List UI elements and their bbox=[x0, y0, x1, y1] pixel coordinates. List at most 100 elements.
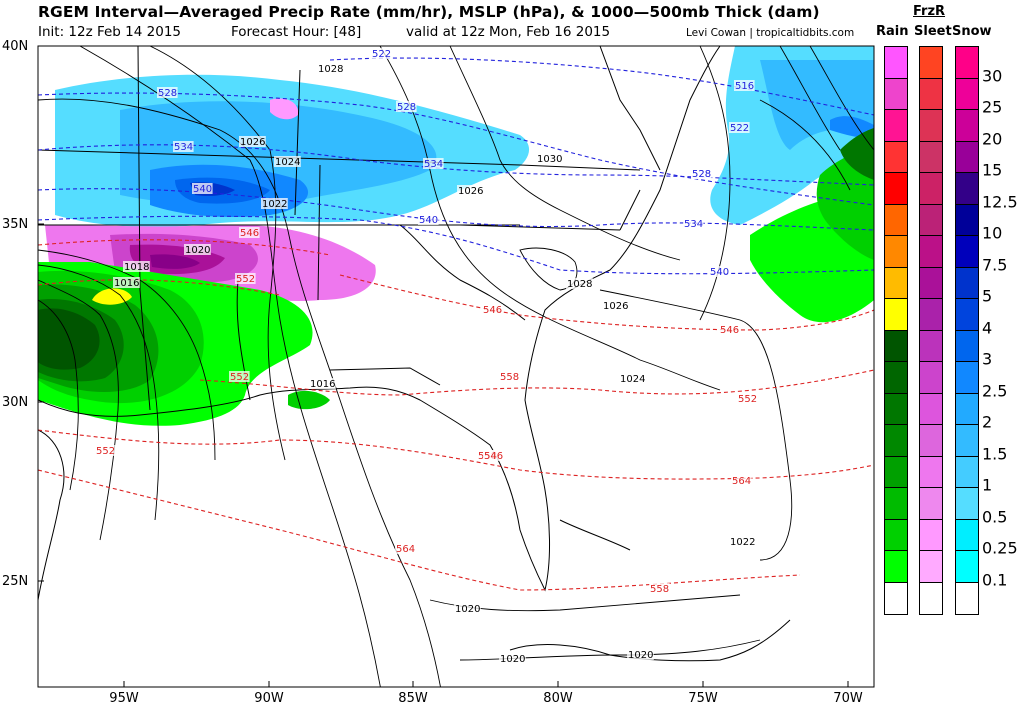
rain-swatch bbox=[885, 110, 907, 142]
isobar-label: 1024 bbox=[620, 374, 645, 385]
sleet-swatch bbox=[920, 456, 942, 488]
thickness-cold-label-bg bbox=[709, 266, 730, 277]
legend-tick: 20 bbox=[982, 129, 1003, 148]
legend-tick: 1 bbox=[982, 475, 993, 495]
lon-label-95w: 95W bbox=[109, 691, 139, 706]
snow-swatch bbox=[956, 204, 978, 236]
thickness-warm-label-bg bbox=[482, 304, 503, 315]
sleet-swatch bbox=[920, 551, 942, 583]
thickness-warm-label-bg bbox=[235, 273, 256, 284]
isobar-label-bg bbox=[309, 378, 336, 389]
thickness-cold-label: 522 bbox=[730, 123, 749, 134]
thickness-warm-label: 552 bbox=[738, 394, 757, 405]
thickness-cold-label: 540 bbox=[419, 215, 438, 226]
lon-label-75w: 75W bbox=[688, 691, 718, 706]
sleet-swatch bbox=[920, 78, 942, 110]
legend-tick: 30 bbox=[982, 66, 1003, 85]
isobar-label: 1018 bbox=[124, 262, 149, 273]
sleet-swatch bbox=[920, 299, 942, 331]
isobar-label: 1024 bbox=[275, 157, 300, 168]
legend-tick: 2.5 bbox=[982, 381, 1008, 400]
axis-ticks bbox=[38, 45, 849, 687]
legend-tick: 25 bbox=[982, 97, 1003, 117]
isobar-label-bg bbox=[113, 277, 140, 288]
legend-tick: 2 bbox=[982, 412, 993, 432]
isobar-label-bg bbox=[261, 198, 288, 209]
isobars bbox=[38, 46, 874, 687]
rain-swatch bbox=[885, 330, 907, 362]
isobar-label-bg bbox=[566, 278, 593, 289]
sleet-swatch bbox=[920, 267, 942, 299]
snow-swatch bbox=[956, 299, 978, 331]
rain-swatch bbox=[885, 582, 907, 614]
isobar-label: 1022 bbox=[730, 537, 755, 548]
map-title: RGEM Interval—Averaged Precip Rate (mm/h… bbox=[38, 3, 820, 21]
thickness-cold-label: 540 bbox=[710, 267, 729, 278]
isobar-label: 1030 bbox=[537, 154, 562, 165]
thickness-cold-label-bg bbox=[173, 141, 194, 152]
snow-swatch bbox=[956, 488, 978, 520]
sleet-swatch bbox=[920, 519, 942, 551]
snow-swatch bbox=[956, 236, 978, 268]
sleet-swatch bbox=[920, 582, 942, 614]
thickness-warm-label-bg bbox=[649, 583, 670, 594]
lat-label-25n: 25N bbox=[2, 574, 29, 589]
snow-swatch bbox=[956, 551, 978, 583]
lon-label-90w: 90W bbox=[254, 691, 284, 706]
thickness-cold-label-bg bbox=[396, 101, 417, 112]
isobar-label-bg bbox=[457, 185, 484, 196]
legend-tick: 3 bbox=[982, 349, 993, 369]
thickness-cold-label-bg bbox=[157, 87, 178, 98]
rain-swatch bbox=[885, 551, 907, 583]
thickness-cold-label-bg bbox=[423, 158, 444, 169]
forecast-hour: Forecast Hour: [48] bbox=[231, 24, 362, 40]
thickness-warm-label: 552 bbox=[230, 372, 249, 383]
isobar-label: 1026 bbox=[603, 301, 628, 312]
thickness-warm-label: 552 bbox=[96, 446, 115, 457]
sleet-swatch bbox=[920, 204, 942, 236]
valid-time: valid at 12z Mon, Feb 16 2015 bbox=[406, 24, 611, 40]
snow-swatch bbox=[956, 110, 978, 142]
contour-labels: 1028 1026 1024 1022 1020 1018 1016 1030 1026 1028… bbox=[95, 48, 758, 665]
sleet-swatch bbox=[920, 362, 942, 394]
isobar-label-bg bbox=[454, 603, 481, 614]
thickness-cold-label: 540 bbox=[193, 184, 212, 195]
thickness-cold-label-bg bbox=[371, 48, 392, 59]
isobar-label: 1020 bbox=[628, 650, 653, 661]
init-time: Init: 12z Feb 14 2015 bbox=[38, 24, 181, 40]
snow-swatch bbox=[956, 173, 978, 205]
lat-label-35n: 35N bbox=[2, 217, 29, 232]
isobar-label-bg bbox=[317, 63, 344, 74]
legend-rain-label: Rain bbox=[876, 24, 909, 39]
sleet-swatch bbox=[920, 141, 942, 173]
thickness-warm-label-bg bbox=[229, 371, 250, 382]
sleet-swatch bbox=[920, 47, 942, 79]
rain-swatch bbox=[885, 204, 907, 236]
legend-sleet-label: Sleet bbox=[914, 24, 952, 39]
isobar-label-bg bbox=[499, 653, 526, 664]
isobar-label: 1026 bbox=[240, 137, 265, 148]
thickness-warm-label-bg bbox=[737, 393, 758, 404]
snow-swatch bbox=[956, 267, 978, 299]
snow-swatch bbox=[956, 362, 978, 394]
thickness-warm-label-bg bbox=[95, 445, 116, 456]
thickness-cold-label-bg bbox=[418, 214, 439, 225]
thickness-cold-label-bg bbox=[192, 183, 213, 194]
isobar-label: 1028 bbox=[567, 279, 592, 290]
thickness-cold-label: 516 bbox=[735, 81, 754, 92]
thickness-warm-label: 546 bbox=[484, 451, 503, 462]
legend-tick: 1.5 bbox=[982, 444, 1008, 463]
rain-swatch bbox=[885, 488, 907, 520]
rain-swatch bbox=[885, 173, 907, 205]
isobar-label: 1026 bbox=[458, 186, 483, 197]
legend-sleet-scale bbox=[919, 46, 943, 615]
thickness-cold-label: 528 bbox=[158, 88, 177, 99]
coastlines-and-borders bbox=[38, 46, 791, 662]
thickness-cold-label: 528 bbox=[692, 169, 711, 180]
thickness-warm-label: 558 bbox=[650, 584, 669, 595]
thickness-cold-label: 522 bbox=[372, 49, 391, 60]
snow-swatch bbox=[956, 425, 978, 457]
sleet-swatch bbox=[920, 425, 942, 457]
lon-label-80w: 80W bbox=[543, 691, 573, 706]
credit: Levi Cowan | tropicaltidbits.com bbox=[686, 27, 855, 39]
